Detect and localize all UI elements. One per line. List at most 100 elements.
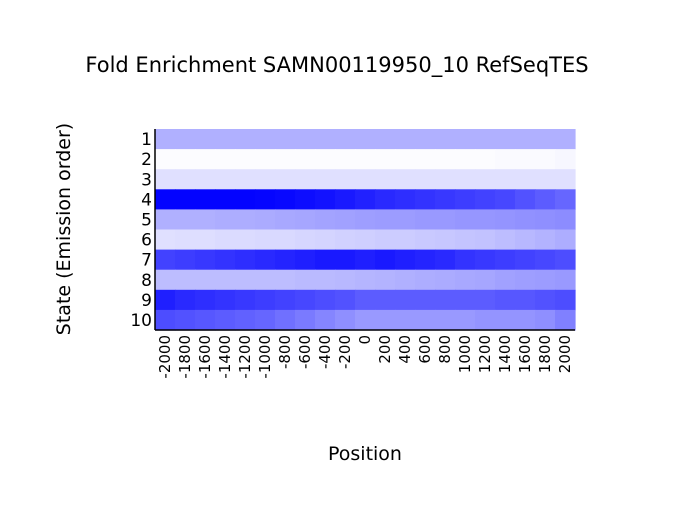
- x-tick-label: 1600: [516, 335, 534, 373]
- heatmap-cell: [295, 269, 316, 291]
- heatmap-cell: [315, 189, 336, 210]
- heatmap-cell: [475, 269, 496, 291]
- heatmap-cell: [235, 209, 256, 231]
- heatmap-cell: [175, 189, 196, 210]
- heatmap-cell: [235, 269, 256, 291]
- heatmap-cell: [535, 309, 556, 331]
- heatmap-cell: [495, 249, 516, 271]
- heatmap-cell: [375, 249, 396, 271]
- heatmap-cell: [555, 169, 576, 190]
- x-tick-label: 400: [396, 335, 414, 364]
- heatmap-cell: [235, 289, 256, 311]
- x-tick-label: -1800: [176, 335, 194, 379]
- heatmap-cell: [435, 189, 456, 210]
- heatmap-cell: [535, 209, 556, 231]
- heatmap-cell: [455, 209, 476, 231]
- heatmap-cell: [295, 129, 316, 150]
- heatmap-cell: [295, 289, 316, 311]
- x-tick-label: 200: [376, 335, 394, 364]
- heatmap-cell: [355, 269, 376, 291]
- heatmap-cell: [515, 249, 536, 271]
- heatmap-cell: [375, 169, 396, 190]
- heatmap-cell: [495, 229, 516, 251]
- heatmap-cell: [555, 269, 576, 291]
- heatmap-cell: [555, 189, 576, 210]
- y-tick-label: 2: [141, 150, 152, 170]
- heatmap-cell: [275, 289, 296, 311]
- heatmap-cell: [335, 249, 356, 271]
- heatmap-cell: [375, 309, 396, 331]
- heatmap-cell: [475, 309, 496, 331]
- heatmap-cell: [195, 269, 216, 291]
- heatmap-cell: [195, 309, 216, 331]
- heatmap-cell: [295, 149, 316, 170]
- heatmap-cell: [555, 289, 576, 311]
- heatmap-cell: [395, 289, 416, 311]
- heatmap-cell: [375, 269, 396, 291]
- heatmap-cell: [435, 309, 456, 331]
- x-tick-label: -400: [316, 335, 334, 369]
- heatmap-cell: [415, 169, 436, 190]
- heatmap-cell: [155, 249, 176, 271]
- x-tick-label: 1800: [536, 335, 554, 373]
- heatmap-cell: [355, 229, 376, 251]
- heatmap-cell: [435, 229, 456, 251]
- x-tick-label: -600: [296, 335, 314, 369]
- heatmap-cell: [375, 149, 396, 170]
- heatmap-cell: [475, 149, 496, 170]
- heatmap-cell: [335, 209, 356, 231]
- heatmap-cell: [555, 309, 576, 331]
- y-axis-label: State (Emission order): [53, 123, 75, 335]
- heatmap-cell: [435, 149, 456, 170]
- x-tick-label: 0: [356, 335, 374, 345]
- heatmap-cell: [235, 189, 256, 210]
- chart-title: Fold Enrichment SAMN00119950_10 RefSeqTE…: [85, 53, 588, 78]
- heatmap-cell: [535, 129, 556, 150]
- heatmap-cell: [395, 189, 416, 210]
- x-tick-label: -1400: [216, 335, 234, 379]
- heatmap-cell: [335, 269, 356, 291]
- y-tick-label: 4: [141, 190, 152, 210]
- heatmap-cell: [355, 209, 376, 231]
- heatmap-cell: [455, 189, 476, 210]
- heatmap-cell: [435, 289, 456, 311]
- heatmap-cell: [235, 309, 256, 331]
- heatmap-cell: [435, 169, 456, 190]
- heatmap-cell: [475, 249, 496, 271]
- heatmap-cell: [355, 289, 376, 311]
- heatmap-cell: [475, 129, 496, 150]
- x-tick-label: 2000: [556, 335, 574, 373]
- heatmap-cell: [215, 309, 236, 331]
- heatmap-cell: [295, 229, 316, 251]
- heatmap-cell: [195, 169, 216, 190]
- heatmap-cell: [395, 169, 416, 190]
- heatmap-cell: [195, 249, 216, 271]
- heatmap-cell: [175, 129, 196, 150]
- heatmap-cell: [155, 229, 176, 251]
- heatmap-cell: [175, 249, 196, 271]
- heatmap-cell: [355, 149, 376, 170]
- heatmap-cell: [295, 209, 316, 231]
- y-tick-label: 9: [141, 291, 152, 311]
- heatmap-cell: [195, 209, 216, 231]
- heatmap-cell: [155, 129, 176, 150]
- heatmap-cell: [175, 289, 196, 311]
- x-tick-labels: -2000 -1800 -1600 -1400 -1200 -1000 -800 -600 -4…: [156, 335, 574, 379]
- heatmap-cell: [155, 149, 176, 170]
- heatmap-cell: [255, 149, 276, 170]
- heatmap-cell: [175, 269, 196, 291]
- heatmap-cell: [475, 229, 496, 251]
- heatmap-cell: [495, 289, 516, 311]
- heatmap-cell: [535, 189, 556, 210]
- heatmap-cell: [355, 169, 376, 190]
- heatmap-cell: [315, 269, 336, 291]
- heatmap-cell: [295, 249, 316, 271]
- heatmap-cell: [535, 149, 556, 170]
- heatmap-cell: [235, 169, 256, 190]
- heatmap-cell: [335, 149, 356, 170]
- heatmap-cell: [215, 169, 236, 190]
- heatmap-cell: [375, 229, 396, 251]
- heatmap-cell: [395, 209, 416, 231]
- heatmap-cell: [275, 169, 296, 190]
